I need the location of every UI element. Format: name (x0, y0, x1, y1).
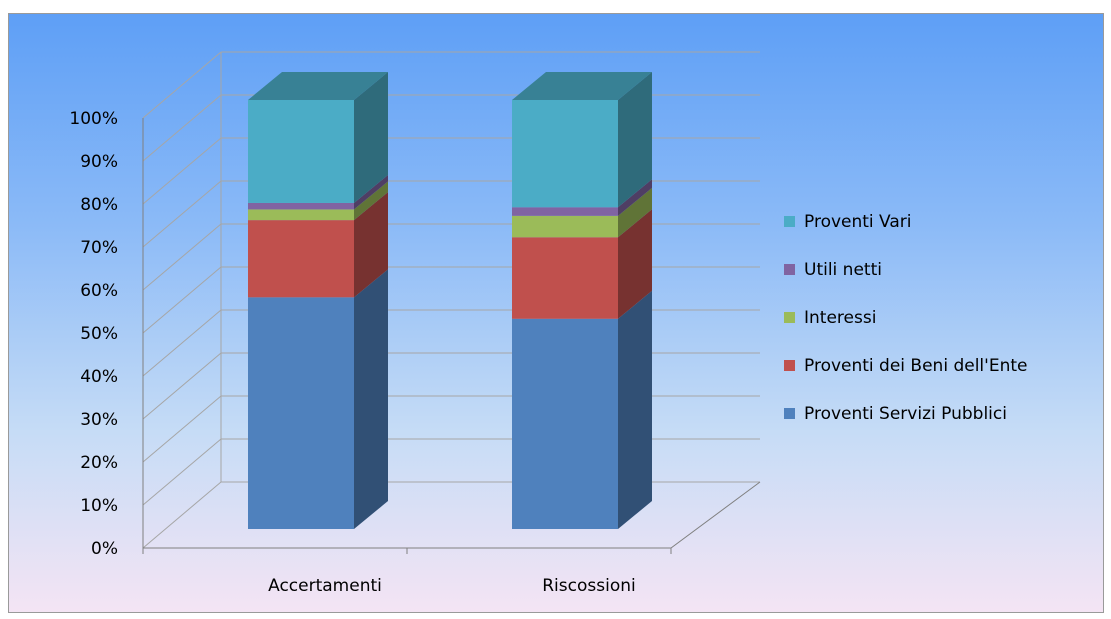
bar-riscossioni-0-front (512, 318, 618, 529)
bar-accertamenti-2-front (248, 209, 354, 221)
legend-swatch (784, 408, 795, 419)
y-tick-label: 30% (80, 410, 118, 430)
legend-swatch (784, 264, 795, 275)
legend-label: Proventi Servizi Pubblici (804, 404, 1007, 424)
side-gridline (142, 352, 222, 420)
legend-swatch (784, 216, 795, 227)
side-gridline (142, 309, 222, 377)
y-tick-label: 80% (80, 195, 118, 215)
bar-riscossioni-2-side (618, 187, 652, 238)
y-tick-label: 20% (80, 453, 118, 473)
bar-riscossioni-4-side (618, 72, 652, 208)
side-gridline (142, 94, 222, 162)
bar-riscossioni-1-side (618, 209, 652, 319)
bar-riscossioni-3-front (512, 207, 618, 216)
bar-riscossioni-2-front (512, 215, 618, 238)
side-gridline (142, 266, 222, 334)
y-tick-label: 90% (80, 152, 118, 172)
legend-swatch (784, 360, 795, 371)
bar-accertamenti-top (248, 72, 388, 100)
bar-accertamenti-3-side (354, 174, 388, 210)
bar-riscossioni-0-side (618, 290, 652, 529)
side-gridline (142, 137, 222, 205)
bar-riscossioni-4-front (512, 100, 618, 208)
y-tick-label: 70% (80, 238, 118, 258)
legend-label: Proventi Vari (804, 212, 912, 232)
y-tick-label: 0% (91, 539, 118, 559)
bar-accertamenti-3-front (248, 202, 354, 210)
legend-label: Interessi (804, 308, 876, 328)
y-tick-label: 100% (69, 109, 118, 129)
y-tick-label: 40% (80, 367, 118, 387)
bar-riscossioni-3-side (618, 179, 652, 216)
side-gridline (142, 481, 222, 549)
bar-riscossioni-top (512, 72, 652, 100)
floor-edge (143, 481, 761, 549)
side-gridline (142, 395, 222, 463)
side-gridline (142, 438, 222, 506)
legend-swatch (784, 312, 795, 323)
side-gridline (142, 180, 222, 248)
bar-accertamenti-4-side (354, 72, 388, 203)
bar-accertamenti-0-front (248, 297, 354, 529)
y-tick-label: 50% (80, 324, 118, 344)
bar-accertamenti-0-side (354, 269, 388, 529)
bar-riscossioni-1-front (512, 237, 618, 319)
y-tick-label: 60% (80, 281, 118, 301)
category-label: Accertamenti (268, 576, 382, 596)
side-gridline (142, 51, 222, 119)
bar-accertamenti-2-side (354, 181, 388, 221)
category-label: Riscossioni (542, 576, 635, 596)
legend-label: Utili netti (804, 260, 882, 280)
y-tick-label: 10% (80, 496, 118, 516)
side-gridline (142, 223, 222, 291)
legend-label: Proventi dei Beni dell'Ente (804, 356, 1027, 376)
bar-accertamenti-1-front (248, 220, 354, 298)
bar-accertamenti-4-front (248, 100, 354, 203)
bar-accertamenti-1-side (354, 192, 388, 298)
